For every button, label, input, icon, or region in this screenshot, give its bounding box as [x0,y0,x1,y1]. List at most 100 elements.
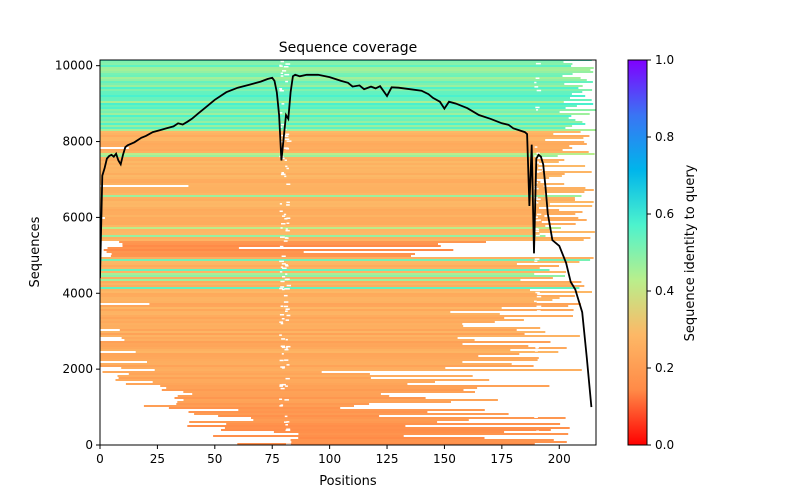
alignment-segment [100,61,564,63]
alignment-segment [100,75,563,77]
alignment-segment [100,167,539,169]
gap-mark [284,218,288,220]
gap-mark [535,181,538,184]
gap-mark [534,260,538,262]
gap-mark [286,308,290,310]
x-tick-label: 25 [150,452,165,466]
gap-mark [534,263,538,265]
alignment-segment [100,141,585,143]
alignment-segment [100,307,502,309]
alignment-segment [143,405,354,407]
gap-mark [284,399,289,401]
alignment-segment [100,87,579,89]
alignment-segment [100,205,593,207]
alignment-segment [117,375,473,377]
gap-mark [279,88,283,90]
gap-mark [279,334,282,336]
gap-mark [284,159,287,161]
alignment-segment [100,293,538,295]
alignment-segment [100,99,592,101]
alignment-segment [100,159,565,161]
gap-mark [535,405,539,408]
alignment-segment [100,229,550,231]
colorbar [627,59,648,446]
gap-mark [285,133,290,135]
chart-title: Sequence coverage [279,40,418,56]
alignment-segment [218,415,380,417]
gap-mark [284,348,289,351]
gap-mark [286,204,290,206]
alignment-segment [100,85,583,87]
alignment-segment [100,315,573,317]
alignment-segment [177,401,452,403]
gap-mark [285,265,289,267]
gap-mark [285,63,291,65]
alignment-segment [135,351,559,353]
gap-mark [280,404,284,406]
gap-mark [534,350,538,352]
gap-mark [281,103,285,105]
alignment-segment [100,349,511,351]
gap-mark [286,140,292,142]
gap-mark [285,338,288,341]
y-axis-label: Sequences [28,216,43,287]
alignment-segment [100,115,572,117]
alignment-segment [160,385,550,387]
gap-mark [283,66,289,68]
alignment-segment [100,269,550,271]
gap-mark [536,305,542,308]
gap-mark [536,430,540,432]
alignment-segment [100,299,553,301]
alignment-segment [100,283,572,285]
alignment-segment [100,143,587,145]
gap-mark [535,291,540,294]
gap-mark [284,175,287,178]
alignment-segment [238,409,485,411]
gap-mark [279,359,284,362]
alignment-segment [149,303,581,305]
alignment-segment [110,255,412,257]
alignment-segment [226,423,561,425]
alignment-segment [100,275,565,277]
alignment-segment [161,389,464,391]
gap-mark [281,353,284,355]
gap-mark [280,387,285,390]
gap-mark [281,338,286,340]
alignment-segment [100,201,594,203]
alignment-segment [100,209,560,211]
alignment-segment [174,397,426,399]
gap-mark [285,228,288,230]
alignment-segment [100,149,563,151]
gap-mark [286,217,291,219]
alignment-segment [291,441,567,443]
colorbar-tick-label: 0.0 [655,438,674,452]
alignment-segment [100,335,580,337]
gap-mark [285,80,289,83]
alignment-segment [111,253,415,255]
gap-mark [286,167,289,170]
alignment-segment [100,107,566,109]
gap-mark [534,391,539,394]
gap-mark [279,112,283,114]
alignment-segment [100,219,587,221]
alignment-segment [100,231,595,233]
alignment-segment [100,223,576,225]
gap-mark [281,318,285,320]
alignment-segment [100,287,580,289]
gap-mark [284,278,289,281]
alignment-segment [100,91,583,93]
gap-mark [280,366,286,368]
alignment-segment [183,391,476,393]
alignment-segment [100,139,546,141]
colorbar-label: Sequence identity to query [683,164,698,341]
alignment-segment [168,407,341,409]
gap-mark [284,138,290,140]
alignment-segment [103,249,454,251]
gap-mark [286,284,292,287]
alignment-segment [100,199,575,201]
gap-mark [535,162,540,164]
alignment-segment [100,225,546,227]
alignment-segment [100,119,576,121]
gap-mark [536,109,539,111]
gap-mark [279,245,284,248]
